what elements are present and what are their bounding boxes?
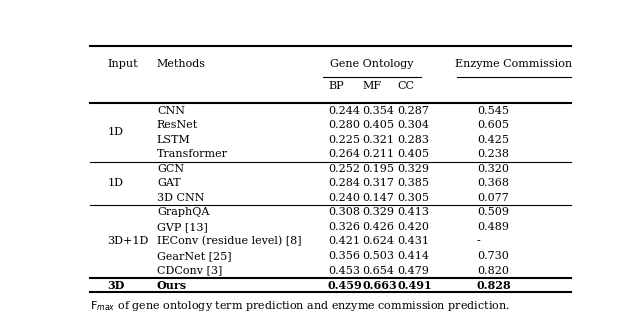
- Text: 0.509: 0.509: [477, 208, 509, 217]
- Text: 0.385: 0.385: [397, 178, 429, 188]
- Text: 0.425: 0.425: [477, 135, 509, 145]
- Text: IEConv (residue level) [8]: IEConv (residue level) [8]: [157, 236, 301, 247]
- Text: 0.368: 0.368: [477, 178, 509, 188]
- Text: 0.305: 0.305: [397, 193, 429, 203]
- Text: 0.405: 0.405: [397, 149, 429, 159]
- Text: 0.308: 0.308: [328, 208, 360, 217]
- Text: 0.329: 0.329: [363, 208, 395, 217]
- Text: 0.195: 0.195: [363, 164, 395, 174]
- Text: 0.828: 0.828: [477, 280, 511, 291]
- Text: 0.284: 0.284: [328, 178, 360, 188]
- Text: 0.252: 0.252: [328, 164, 360, 174]
- Text: $\mathrm{F}_{max}$ of gene ontology term prediction and enzyme commission predic: $\mathrm{F}_{max}$ of gene ontology term…: [90, 299, 510, 313]
- Text: -: -: [477, 236, 481, 247]
- Text: 0.420: 0.420: [397, 222, 429, 232]
- Text: GCN: GCN: [157, 164, 184, 174]
- Text: 0.414: 0.414: [397, 251, 429, 261]
- Text: 0.431: 0.431: [397, 236, 429, 247]
- Text: 0.405: 0.405: [363, 120, 395, 130]
- Text: GraphQA: GraphQA: [157, 208, 209, 217]
- Text: MF: MF: [363, 80, 382, 91]
- Text: 0.211: 0.211: [363, 149, 395, 159]
- Text: 0.320: 0.320: [477, 164, 509, 174]
- Text: 0.730: 0.730: [477, 251, 509, 261]
- Text: LSTM: LSTM: [157, 135, 191, 145]
- Text: 3D: 3D: [108, 280, 125, 291]
- Text: 0.413: 0.413: [397, 208, 429, 217]
- Text: 0.317: 0.317: [363, 178, 395, 188]
- Text: 0.283: 0.283: [397, 135, 429, 145]
- Text: ResNet: ResNet: [157, 120, 198, 130]
- Text: CC: CC: [397, 80, 415, 91]
- Text: 0.287: 0.287: [397, 106, 429, 116]
- Text: 0.280: 0.280: [328, 120, 360, 130]
- Text: Transformer: Transformer: [157, 149, 228, 159]
- Text: 0.605: 0.605: [477, 120, 509, 130]
- Text: 3D CNN: 3D CNN: [157, 193, 204, 203]
- Text: 3D+1D: 3D+1D: [108, 236, 148, 247]
- Text: GAT: GAT: [157, 178, 180, 188]
- Text: 0.077: 0.077: [477, 193, 509, 203]
- Text: Methods: Methods: [157, 59, 206, 69]
- Text: GearNet [25]: GearNet [25]: [157, 251, 232, 261]
- Text: 0.356: 0.356: [328, 251, 360, 261]
- Text: 0.663: 0.663: [363, 280, 397, 291]
- Text: 0.244: 0.244: [328, 106, 360, 116]
- Text: 1D: 1D: [108, 127, 124, 137]
- Text: 0.304: 0.304: [397, 120, 429, 130]
- Text: 0.479: 0.479: [397, 265, 429, 275]
- Text: 0.624: 0.624: [363, 236, 395, 247]
- Text: CDConv [3]: CDConv [3]: [157, 265, 222, 275]
- Text: Enzyme Commission: Enzyme Commission: [456, 59, 573, 69]
- Text: 0.326: 0.326: [328, 222, 360, 232]
- Text: 1D: 1D: [108, 178, 124, 188]
- Text: Input: Input: [108, 59, 138, 69]
- Text: 0.329: 0.329: [397, 164, 429, 174]
- Text: 0.820: 0.820: [477, 265, 509, 275]
- Text: 0.321: 0.321: [363, 135, 395, 145]
- Text: 0.264: 0.264: [328, 149, 360, 159]
- Text: 0.421: 0.421: [328, 236, 360, 247]
- Text: CNN: CNN: [157, 106, 185, 116]
- Text: BP: BP: [328, 80, 344, 91]
- Text: Ours: Ours: [157, 280, 187, 291]
- Text: 0.491: 0.491: [397, 280, 432, 291]
- Text: 0.654: 0.654: [363, 265, 395, 275]
- Text: 0.238: 0.238: [477, 149, 509, 159]
- Text: 0.503: 0.503: [363, 251, 395, 261]
- Text: Gene Ontology: Gene Ontology: [330, 59, 414, 69]
- Text: 0.545: 0.545: [477, 106, 509, 116]
- Text: 0.354: 0.354: [363, 106, 395, 116]
- Text: 0.225: 0.225: [328, 135, 360, 145]
- Text: GVP [13]: GVP [13]: [157, 222, 208, 232]
- Text: 0.453: 0.453: [328, 265, 360, 275]
- Text: 0.147: 0.147: [363, 193, 395, 203]
- Text: 0.489: 0.489: [477, 222, 509, 232]
- Text: 0.426: 0.426: [363, 222, 395, 232]
- Text: 0.459: 0.459: [328, 280, 363, 291]
- Text: 0.240: 0.240: [328, 193, 360, 203]
